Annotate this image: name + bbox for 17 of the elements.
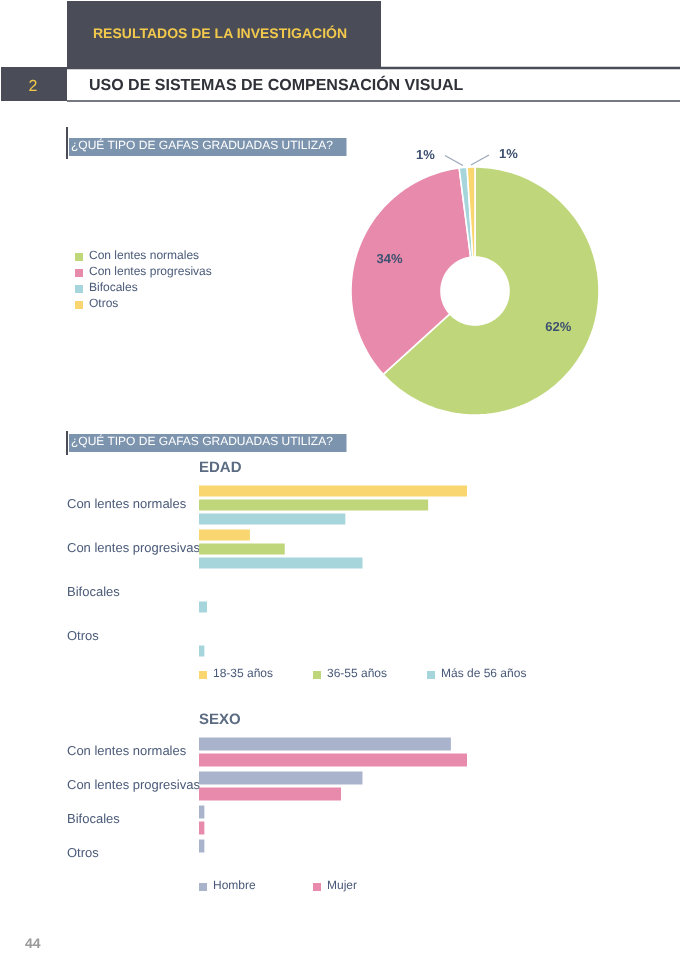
bar <box>199 645 205 657</box>
bar <box>199 543 285 555</box>
bar <box>199 485 467 497</box>
bar <box>199 839 205 853</box>
bar <box>199 753 467 767</box>
bar <box>199 821 205 835</box>
bar <box>199 737 451 751</box>
bar <box>199 513 346 525</box>
bar <box>199 557 363 569</box>
bar <box>199 787 342 801</box>
bar <box>199 529 250 541</box>
bar <box>199 601 208 613</box>
bar <box>199 499 429 511</box>
bar <box>199 771 363 785</box>
text: USO DE SISTEMAS DE COMPENSACIÓN VISUAL <box>89 74 464 94</box>
bar <box>199 805 205 819</box>
text: 2 <box>28 77 39 95</box>
